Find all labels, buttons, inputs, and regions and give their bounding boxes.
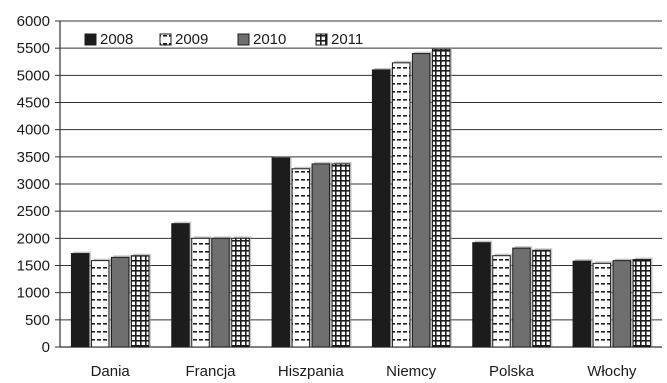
bar-2011-polska [532, 249, 551, 348]
bar-2010-dania [110, 256, 130, 348]
bar-2008-francja [171, 223, 190, 348]
bar-2009-francja [191, 237, 210, 348]
legend-label-2008: 2008 [100, 31, 133, 48]
legend-swatch-2010 [237, 33, 250, 46]
legend-label-2011: 2011 [331, 31, 363, 48]
bar-2008-polska [472, 242, 491, 348]
y-tick-label: 2000 [17, 230, 50, 247]
y-tick-label: 3500 [17, 149, 50, 166]
y-tick-label: 0 [42, 339, 50, 356]
y-tick-label: 6000 [17, 13, 50, 30]
bar-2011-dania [130, 255, 150, 348]
bar-2010-włochy [612, 260, 632, 348]
legend-label-2009: 2009 [175, 31, 208, 48]
y-tick-label: 1500 [17, 258, 50, 275]
category-label: Dania [91, 363, 131, 380]
y-tick-label: 2500 [17, 203, 50, 220]
gridlines [60, 20, 662, 348]
bar-2008-hiszpania [271, 157, 291, 348]
bar-2011-hiszpania [331, 163, 351, 348]
y-tick-label: 5000 [17, 67, 50, 84]
category-label: Hiszpania [278, 363, 345, 380]
bar-2009-włochy [592, 262, 612, 348]
bar-2011-włochy [632, 259, 652, 348]
bar-2009-dania [90, 260, 110, 348]
y-tick-label: 500 [25, 312, 50, 329]
y-tick-label: 4000 [17, 122, 50, 139]
bar-2010-polska [512, 247, 531, 348]
legend-label-2010: 2010 [253, 31, 286, 48]
category-label: Niemcy [386, 363, 437, 380]
y-tick-label: 1000 [17, 285, 50, 302]
legend-swatch-2011 [315, 33, 328, 46]
bar-2010-niemcy [411, 53, 431, 348]
bar-2009-polska [492, 255, 511, 348]
bar-2010-hiszpania [311, 163, 331, 348]
bar-2010-francja [211, 237, 230, 348]
bar-2008-włochy [572, 260, 592, 348]
category-label: Polska [489, 363, 535, 380]
category-label: Włochy [587, 363, 637, 380]
bar-2008-dania [70, 253, 90, 348]
bars [70, 47, 653, 348]
bar-2011-francja [231, 237, 250, 348]
bar-2008-niemcy [371, 69, 391, 348]
bar-2009-niemcy [391, 62, 411, 348]
legend-swatch-2009 [159, 33, 172, 46]
y-axis: 0 500 1000 1500 2000 2500 3000 3500 4000 4500 5000… [17, 13, 662, 356]
legend: 2008 2009 2010 2011 [84, 31, 363, 48]
y-tick-label: 4500 [17, 95, 50, 112]
y-tick-label: 5500 [17, 40, 50, 57]
category-labels: Dania Francja Hiszpania Niemcy Polska Włochy [91, 363, 637, 380]
bar-2011-niemcy [431, 48, 451, 348]
bar-2009-hiszpania [291, 168, 311, 348]
y-tick-label: 3000 [17, 176, 50, 193]
legend-swatch-2008 [84, 33, 97, 46]
category-label: Francja [185, 363, 236, 380]
